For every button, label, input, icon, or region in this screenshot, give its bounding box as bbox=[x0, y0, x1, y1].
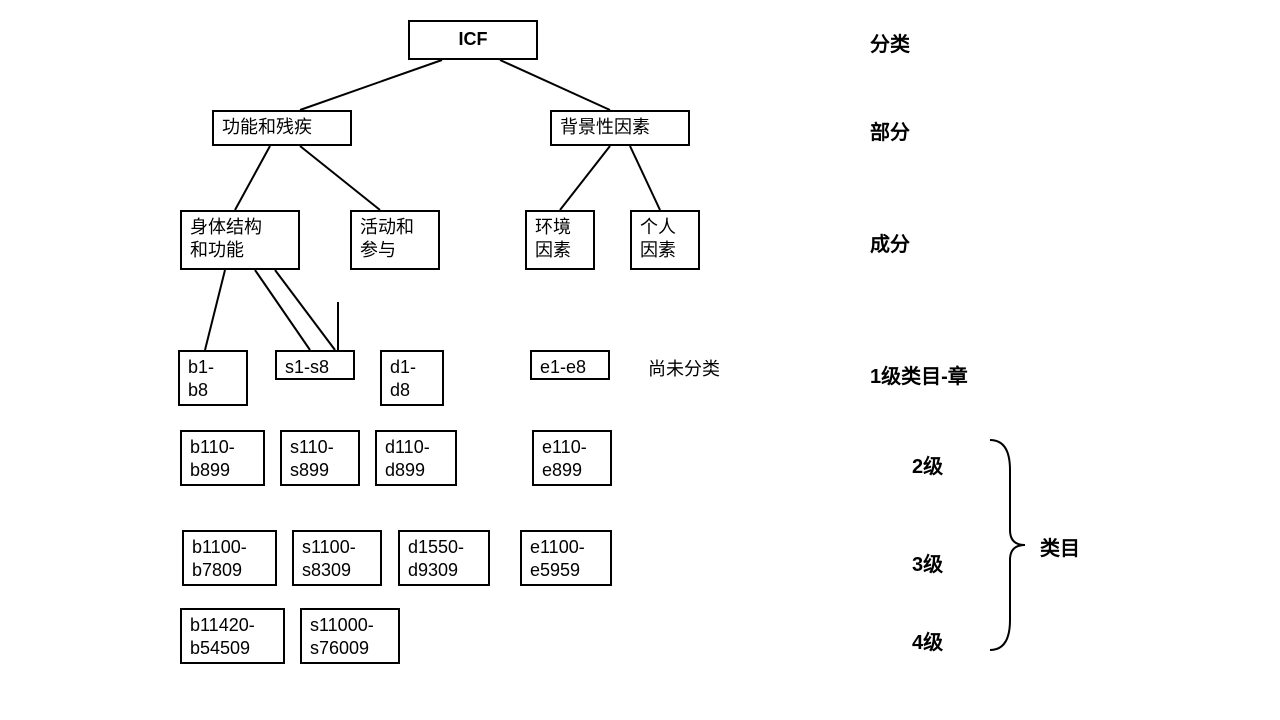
row-label-component: 成分 bbox=[870, 228, 910, 257]
node-l2-b: b110- b899 bbox=[180, 430, 265, 486]
node-comp1: 身体结构 和功能 bbox=[180, 210, 300, 270]
row-label-level4: 4级 bbox=[912, 626, 943, 655]
node-l4-s: s11000- s76009 bbox=[300, 608, 400, 664]
node-l3-b: b1100- b7809 bbox=[182, 530, 277, 586]
row-label-level3: 3级 bbox=[912, 548, 943, 577]
node-l1-s: s1-s8 bbox=[275, 350, 355, 380]
label-l1-unclassified: 尚未分类 bbox=[648, 355, 720, 381]
node-l1-e: e1-e8 bbox=[530, 350, 610, 380]
row-label-classification: 分类 bbox=[870, 28, 910, 57]
node-l2-s: s110- s899 bbox=[280, 430, 360, 486]
node-l4-b: b11420- b54509 bbox=[180, 608, 285, 664]
node-l1-b: b1- b8 bbox=[178, 350, 248, 406]
node-l3-d: d1550- d9309 bbox=[398, 530, 490, 586]
node-part2: 背景性因素 bbox=[550, 110, 690, 146]
node-l1-d: d1- d8 bbox=[380, 350, 444, 406]
node-comp3: 环境 因素 bbox=[525, 210, 595, 270]
node-l2-e: e110- e899 bbox=[532, 430, 612, 486]
node-l3-e: e1100- e5959 bbox=[520, 530, 612, 586]
node-part1: 功能和残疾 bbox=[212, 110, 352, 146]
node-comp4: 个人 因素 bbox=[630, 210, 700, 270]
row-label-level1: 1级类目-章 bbox=[870, 360, 968, 389]
node-l3-s: s1100- s8309 bbox=[292, 530, 382, 586]
node-comp2: 活动和 参与 bbox=[350, 210, 440, 270]
node-l2-d: d110- d899 bbox=[375, 430, 457, 486]
node-root: ICF bbox=[408, 20, 538, 60]
bracket-label: 类目 bbox=[1040, 532, 1080, 561]
row-label-part: 部分 bbox=[870, 116, 910, 145]
row-label-level2: 2级 bbox=[912, 450, 943, 479]
